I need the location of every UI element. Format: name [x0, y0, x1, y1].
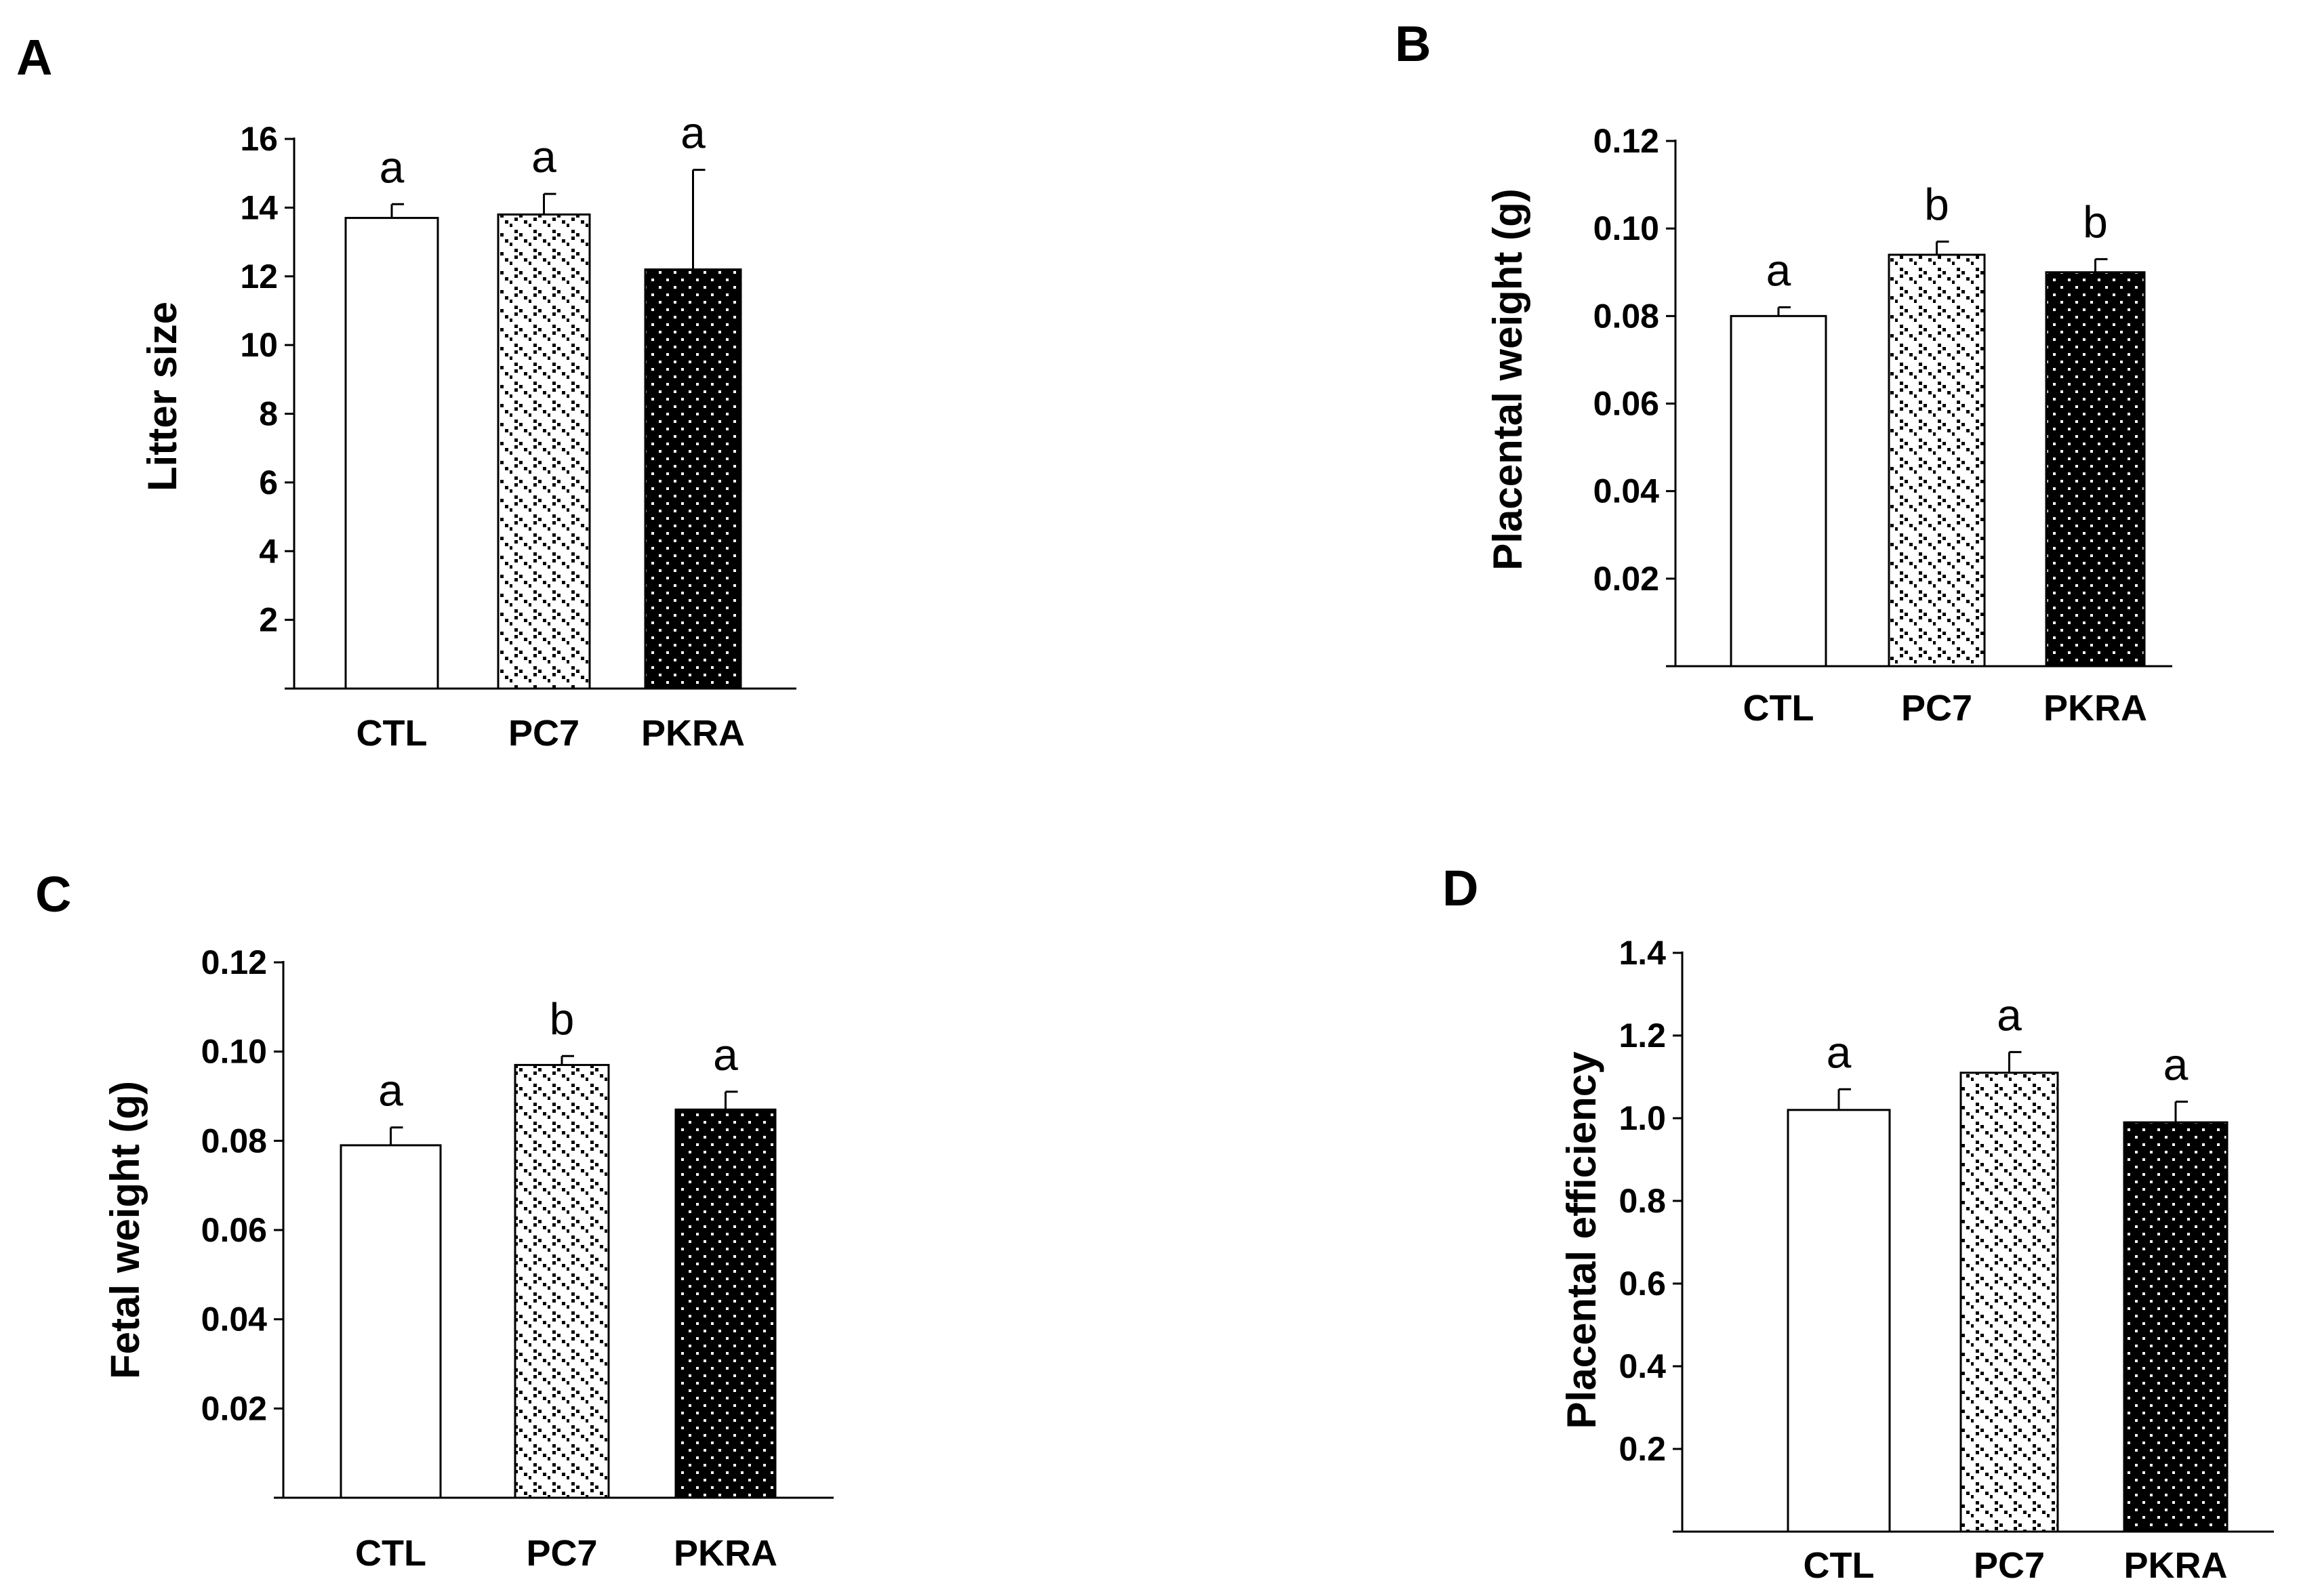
bar-ctl: [1787, 1109, 1891, 1533]
bar-pc7: [1888, 253, 1986, 668]
y-tick-label: 0.02: [201, 1389, 267, 1427]
y-axis-title: Placental efficiency: [1559, 1051, 1604, 1429]
bar-pkra: [2123, 1121, 2229, 1533]
y-tick-label: 0.08: [1593, 297, 1659, 335]
significance-label: a: [531, 131, 556, 182]
y-tick-label: 0.4: [1619, 1347, 1666, 1385]
bar-pc7: [514, 1063, 610, 1499]
bar-pkra: [644, 268, 742, 690]
panel-letter: D: [1442, 860, 1478, 916]
significance-label: b: [2083, 197, 2108, 247]
bar-ctl: [1730, 314, 1827, 668]
x-category-label: PKRA: [641, 713, 745, 754]
y-axis-title: Fetal weight (g): [102, 1081, 148, 1379]
y-axis-title: Litter size: [140, 302, 185, 491]
x-category-label: CTL: [357, 713, 428, 754]
panel-letter: C: [35, 866, 71, 922]
y-tick-label: 0.08: [201, 1122, 267, 1160]
y-tick-label: 0.10: [1593, 209, 1659, 247]
y-tick-label: 16: [240, 120, 278, 158]
y-tick-label: 12: [240, 258, 278, 295]
y-tick-label: 1.0: [1619, 1099, 1666, 1137]
y-tick-label: 0.04: [1593, 472, 1660, 510]
y-tick-label: 0.10: [201, 1033, 267, 1071]
y-tick-label: 0.2: [1619, 1430, 1666, 1468]
y-tick-label: 6: [259, 464, 278, 502]
bar-pkra: [674, 1108, 777, 1499]
x-category-label: PKRA: [2043, 688, 2147, 729]
significance-label: a: [1827, 1027, 1852, 1077]
y-tick-label: 0.6: [1619, 1265, 1666, 1303]
x-category-label: PC7: [508, 713, 579, 754]
x-category-label: CTL: [1743, 688, 1814, 729]
significance-label: a: [378, 1065, 403, 1116]
y-tick-label: 0.12: [201, 943, 267, 981]
bar-pc7: [1959, 1071, 2059, 1533]
significance-label: a: [2163, 1040, 2189, 1090]
y-tick-label: 2: [259, 601, 278, 639]
y-tick-label: 0.06: [1593, 385, 1659, 423]
significance-label: a: [680, 108, 706, 158]
y-tick-label: 8: [259, 395, 278, 433]
bar-pkra: [2045, 271, 2146, 668]
significance-label: a: [1766, 245, 1791, 295]
y-tick-label: 10: [240, 326, 278, 364]
bar-pc7: [497, 213, 591, 690]
significance-label: b: [550, 994, 575, 1044]
x-category-label: PKRA: [674, 1533, 777, 1574]
y-tick-label: 14: [240, 188, 278, 226]
y-tick-label: 4: [259, 532, 278, 570]
y-tick-label: 0.8: [1619, 1182, 1666, 1220]
y-tick-label: 0.02: [1593, 560, 1659, 598]
y-axis-title: Placental weight (g): [1485, 188, 1530, 570]
x-category-label: CTL: [355, 1533, 426, 1574]
y-tick-label: 1.4: [1619, 934, 1666, 972]
significance-label: a: [713, 1029, 738, 1080]
significance-label: a: [1997, 989, 2022, 1040]
x-category-label: PKRA: [2123, 1545, 2227, 1586]
significance-label: a: [380, 142, 405, 192]
y-tick-label: 0.04: [201, 1301, 268, 1338]
x-category-label: PC7: [526, 1533, 597, 1574]
y-tick-label: 0.12: [1593, 122, 1659, 160]
bar-ctl: [344, 217, 439, 690]
x-category-label: PC7: [1901, 688, 1972, 729]
chart-panel-d: D 0.2 0.4 0.6 0.8 1.0 1.2 1.4 Placental efficien…: [1442, 860, 2274, 1586]
y-tick-label: 0.06: [201, 1211, 267, 1249]
chart-panel-c: C 0.02 0.04 0.06 0.08 0.10 0.12 Fetal weight (g…: [35, 866, 834, 1574]
y-tick-label: 1.2: [1619, 1017, 1666, 1055]
x-category-label: PC7: [1974, 1545, 2045, 1586]
significance-label: b: [1924, 180, 1949, 230]
x-category-label: CTL: [1804, 1545, 1875, 1586]
panel-letter: A: [16, 29, 52, 85]
chart-panel-a: A 2 4 6 8 10 12 14 16 Litter size a CTL a PC7 a PKRA: [16, 29, 796, 754]
chart-panel-b: B 0.02 0.04 0.06 0.08 0.10 0.12 Placental weigh…: [1395, 16, 2172, 729]
panel-letter: B: [1395, 16, 1431, 72]
bar-ctl: [340, 1144, 442, 1499]
